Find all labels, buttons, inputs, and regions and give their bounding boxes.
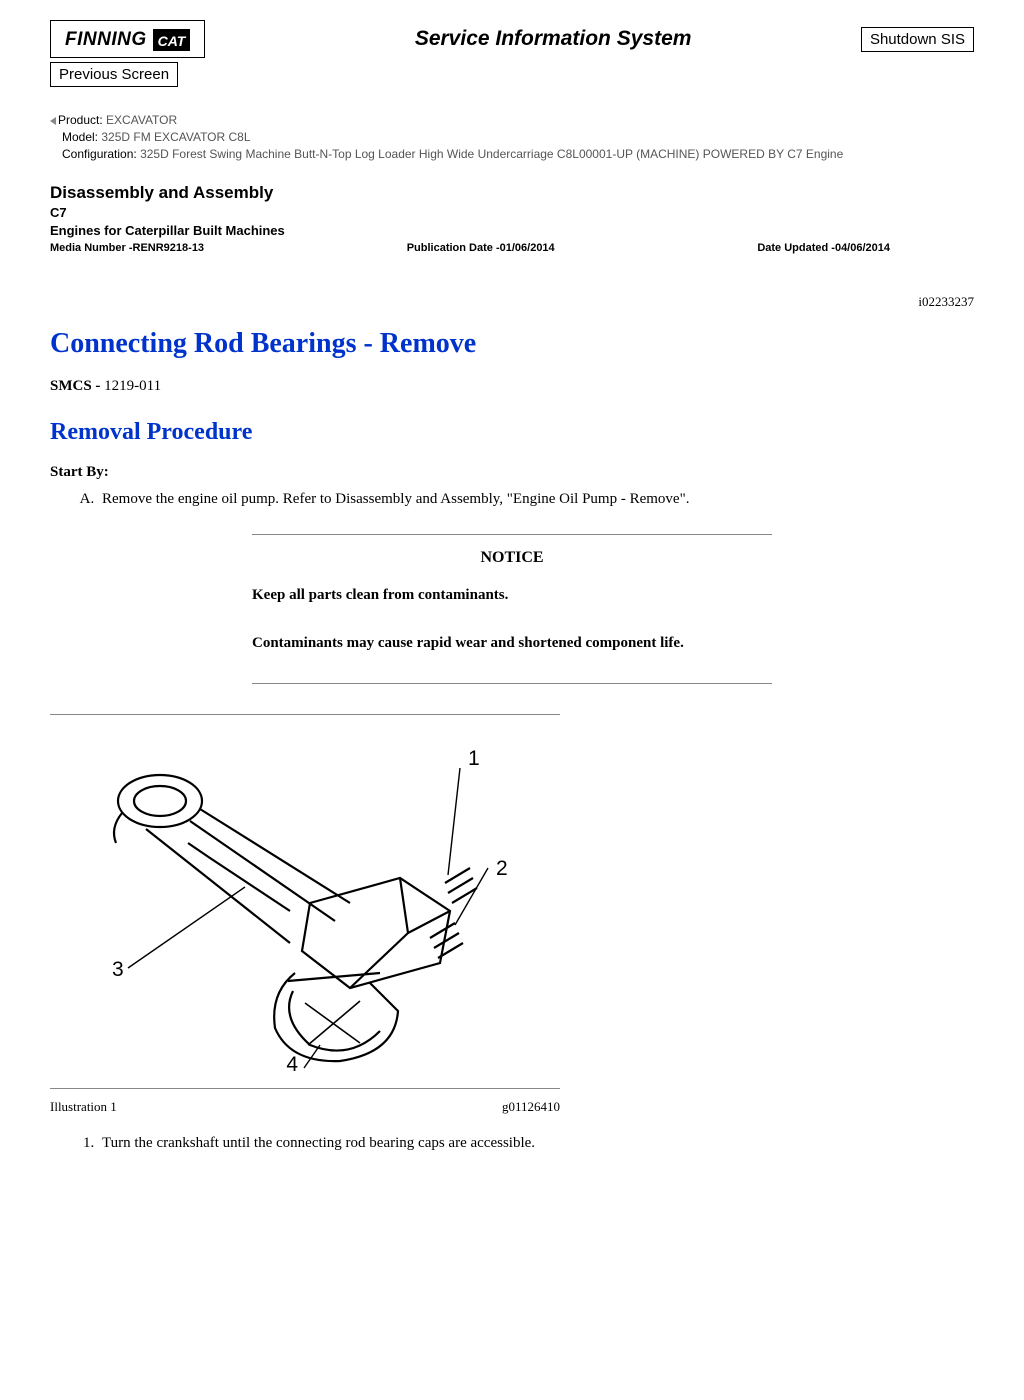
header: FINNING CAT Service Information System S…	[50, 20, 974, 58]
illustration-ref: g01126410	[502, 1099, 560, 1115]
smcs-value: 1219-011	[104, 378, 161, 394]
engine-name: C7	[50, 205, 974, 220]
product-line: Product: EXCAVATOR	[50, 113, 974, 127]
back-arrow-icon	[50, 117, 56, 125]
notice-title: NOTICE	[252, 549, 772, 567]
nav-row: Previous Screen	[50, 62, 974, 87]
notice-line-1: Keep all parts clean from contaminants.	[252, 583, 772, 607]
notice-box: NOTICE Keep all parts clean from contami…	[252, 534, 772, 684]
smcs-line: SMCS - 1219-011	[50, 378, 974, 395]
section-title: Disassembly and Assembly	[50, 183, 974, 203]
callout-2: 2	[496, 857, 508, 880]
logo-text: FINNING	[65, 29, 147, 51]
document-id: i02233237	[50, 294, 974, 310]
previous-screen-button[interactable]: Previous Screen	[50, 62, 178, 87]
start-by-label: Start By:	[50, 464, 974, 481]
logo-badge: CAT	[153, 29, 191, 51]
step-list: Turn the crankshaft until the connecting…	[50, 1135, 974, 1152]
shutdown-button[interactable]: Shutdown SIS	[861, 27, 974, 52]
illustration-1: 1 2 3 4	[50, 733, 974, 1078]
system-title: Service Information System	[245, 27, 861, 51]
callout-4: 4	[286, 1053, 298, 1073]
callout-1: 1	[468, 747, 480, 770]
media-number: Media Number -RENR9218-13	[50, 242, 204, 254]
model-value: 325D FM EXCAVATOR C8L	[101, 130, 250, 144]
connecting-rod-diagram: 1 2 3 4	[50, 733, 560, 1073]
notice-line-2: Contaminants may cause rapid wear and sh…	[252, 631, 772, 655]
date-updated: Date Updated -04/06/2014	[757, 242, 890, 254]
illustration-label: Illustration 1	[50, 1099, 117, 1115]
config-line: Configuration: 325D Forest Swing Machine…	[50, 147, 974, 161]
config-label: Configuration:	[62, 147, 137, 161]
figure-top-rule	[50, 714, 560, 715]
start-by-list: Remove the engine oil pump. Refer to Dis…	[50, 491, 974, 508]
callout-3: 3	[112, 958, 124, 981]
brand-logo: FINNING CAT	[50, 20, 205, 58]
step-1: Turn the crankshaft until the connecting…	[98, 1135, 974, 1152]
model-label: Model:	[62, 130, 98, 144]
publication-date: Publication Date -01/06/2014	[407, 242, 555, 254]
product-value: EXCAVATOR	[106, 113, 177, 127]
config-value: 325D Forest Swing Machine Butt-N-Top Log…	[140, 147, 843, 161]
procedure-heading: Removal Procedure	[50, 419, 974, 446]
smcs-label: SMCS -	[50, 378, 100, 394]
start-by-step: Remove the engine oil pump. Refer to Dis…	[98, 491, 974, 508]
illustration-caption: Illustration 1 g01126410	[50, 1099, 560, 1115]
product-label: Product:	[58, 113, 103, 127]
manual-name: Engines for Caterpillar Built Machines	[50, 223, 974, 238]
page-title: Connecting Rod Bearings - Remove	[50, 328, 974, 360]
model-line: Model: 325D FM EXCAVATOR C8L	[50, 130, 974, 144]
media-row: Media Number -RENR9218-13 Publication Da…	[50, 242, 890, 254]
figure-bottom-rule	[50, 1088, 560, 1089]
